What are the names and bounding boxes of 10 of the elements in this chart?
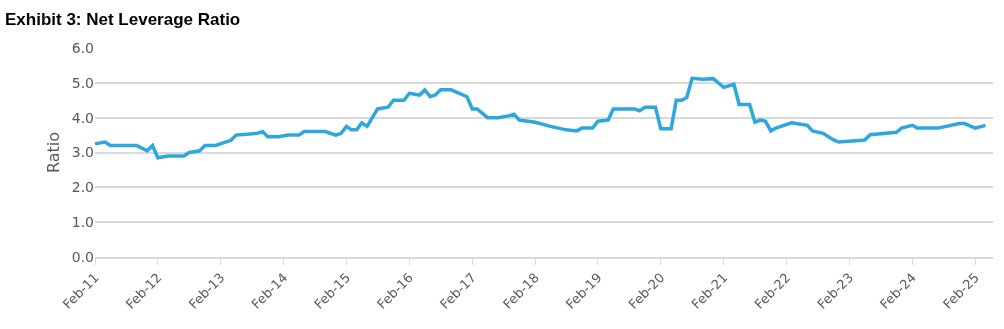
y-tick-label: 2.0 <box>71 179 94 196</box>
y-tick-label: 1.0 <box>71 214 94 231</box>
y-tick-label: 0.0 <box>71 248 94 265</box>
chart-title: Exhibit 3: Net Leverage Ratio <box>5 10 241 30</box>
y-tick-label: 3.0 <box>71 144 94 161</box>
y-tick-label: 6.0 <box>71 39 94 56</box>
y-axis-title: Ratio <box>43 131 63 174</box>
line-series <box>95 76 988 160</box>
y-tick-label: 5.0 <box>71 74 94 91</box>
y-tick-label: 4.0 <box>71 109 94 126</box>
